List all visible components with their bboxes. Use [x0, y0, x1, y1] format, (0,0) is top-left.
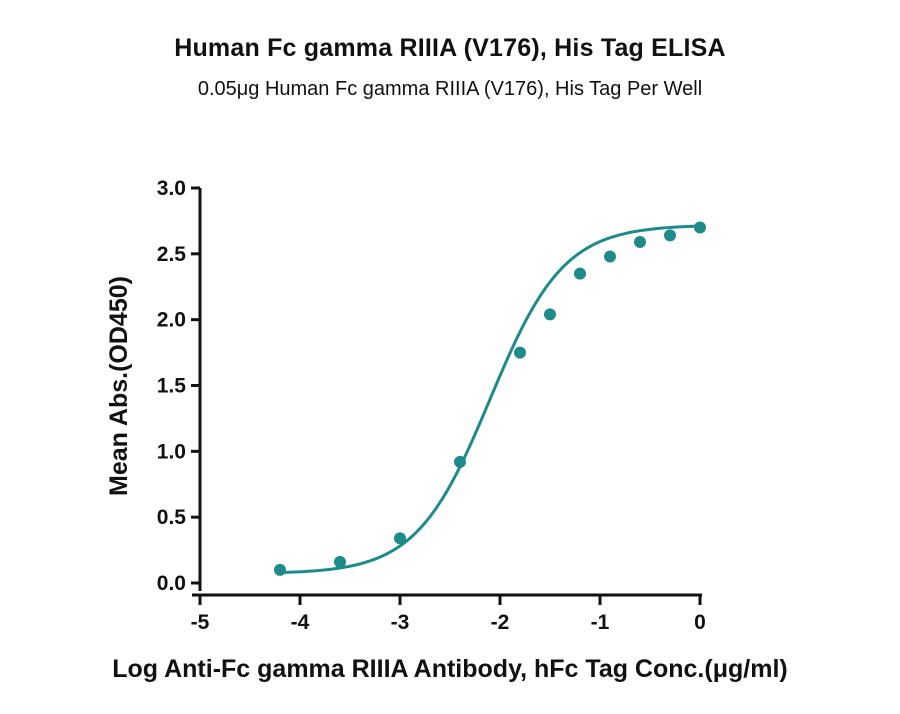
data-point: [514, 346, 526, 359]
y-tick-label: 0.0: [157, 572, 186, 595]
y-tick-label: 1.0: [157, 440, 186, 463]
fit-curve: [278, 224, 702, 575]
data-point: [604, 250, 616, 263]
chart-title: Human Fc gamma RIIIA (V176), His Tag ELI…: [174, 34, 726, 62]
y-tick-label: 3.0: [157, 177, 186, 200]
x-tick-label: -5: [191, 611, 210, 634]
data-point: [544, 308, 556, 321]
data-point: [574, 267, 586, 280]
axes: 0.0 0.5 1.0 1.5 2.0 2.5 3.0 -5 -4 -3 -2 -1 0: [157, 177, 706, 634]
x-tick-label: -4: [291, 611, 310, 634]
x-tick-label: -2: [491, 611, 510, 634]
data-point: [664, 229, 676, 242]
x-tick-label: 0: [694, 611, 706, 634]
data-point: [694, 221, 706, 234]
data-point: [274, 563, 286, 576]
y-axis-title: Mean Abs.(OD450): [105, 276, 133, 496]
y-tick-label: 2.5: [157, 243, 187, 266]
x-tick-label: -1: [591, 611, 610, 634]
x-axis-title: Log Anti-Fc gamma RIIIA Antibody, hFc Ta…: [112, 655, 787, 683]
chart-subtitle: 0.05μg Human Fc gamma RIIIA (V176), His …: [197, 78, 703, 100]
fit-curve-layer: [278, 224, 702, 575]
data-point: [634, 235, 646, 248]
y-tick-label: 1.5: [157, 375, 187, 398]
data-point: [334, 555, 346, 568]
y-tick-label: 2.0: [157, 309, 186, 332]
data-points-layer: [274, 221, 706, 576]
y-tick-label: 0.5: [157, 506, 187, 529]
data-point: [394, 532, 406, 545]
data-point: [454, 455, 466, 468]
x-tick-label: -3: [391, 611, 410, 634]
